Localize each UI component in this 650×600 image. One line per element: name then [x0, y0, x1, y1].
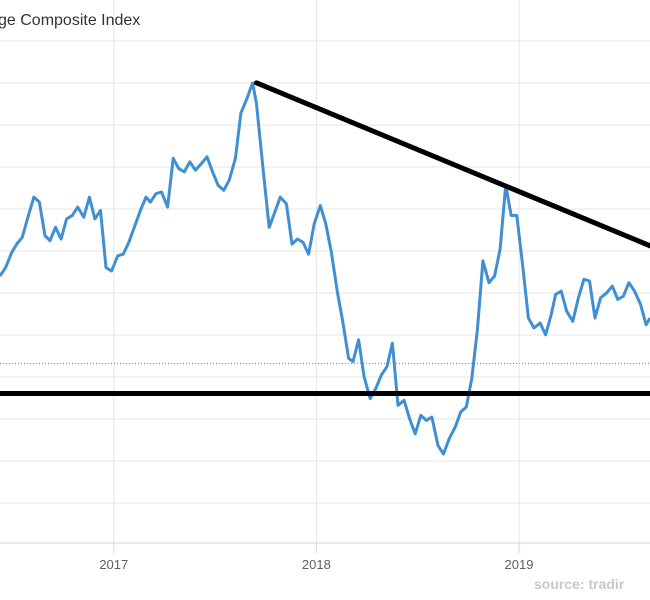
x-axis-ticks: 2017 2018 2019: [99, 543, 533, 572]
gridlines: [0, 40, 650, 504]
source-label: source: tradir: [534, 576, 625, 592]
series-line: [0, 81, 650, 456]
x-tick-label: 2017: [99, 557, 128, 572]
upper-trendline: [253, 80, 650, 249]
chart-title: ge Composite Index: [0, 12, 140, 29]
x-gridlines: [113, 0, 520, 543]
x-tick-label: 2018: [302, 557, 331, 572]
x-tick-label: 2019: [505, 557, 534, 572]
